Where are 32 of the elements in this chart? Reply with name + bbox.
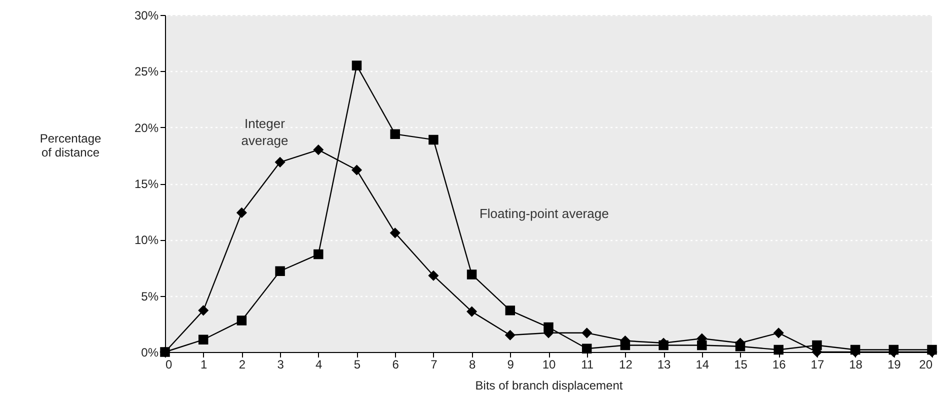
y-tick-label: 0% [141, 346, 159, 360]
y-axis-title: Percentage of distance [40, 132, 102, 160]
x-tick-label: 0 [166, 358, 172, 372]
x-tick-label: 9 [507, 358, 514, 372]
x-tick-label: 7 [430, 358, 438, 372]
x-axis-title: Bits of branch displacement [475, 378, 624, 392]
x-tick-label: 3 [277, 358, 284, 372]
x-tick-label: 15 [734, 358, 748, 372]
x-tick-label: 5 [354, 358, 361, 372]
series-label: Integer average [241, 116, 288, 148]
x-tick-label: 13 [657, 358, 672, 372]
x-tick-label: 8 [468, 358, 476, 372]
x-tick-label: 4 [316, 358, 323, 372]
y-tick-label: 15% [134, 177, 159, 191]
x-tick-label: 17 [810, 358, 824, 372]
x-tick-label: 18 [849, 358, 863, 372]
series-label: Floating-point average [479, 206, 609, 221]
x-tick-label: 6 [392, 358, 400, 372]
y-tick-label: 5% [141, 289, 159, 304]
x-tick-label: 19 [887, 358, 902, 372]
y-tick-label: 20% [134, 120, 159, 135]
x-tick-label: 16 [772, 358, 786, 372]
x-tick-label: 2 [238, 358, 246, 372]
x-tick-label: 12 [619, 358, 633, 372]
x-tick-label: 11 [581, 358, 594, 372]
x-tick-label: 1 [200, 358, 208, 372]
x-tick-label: 14 [696, 358, 710, 372]
x-tick-label: 20 [919, 358, 933, 372]
y-tick-label: 10% [134, 233, 159, 248]
x-tick-label: 10 [542, 358, 556, 372]
y-tick-label: 30% [134, 8, 159, 22]
y-tick-label: 25% [134, 64, 159, 79]
